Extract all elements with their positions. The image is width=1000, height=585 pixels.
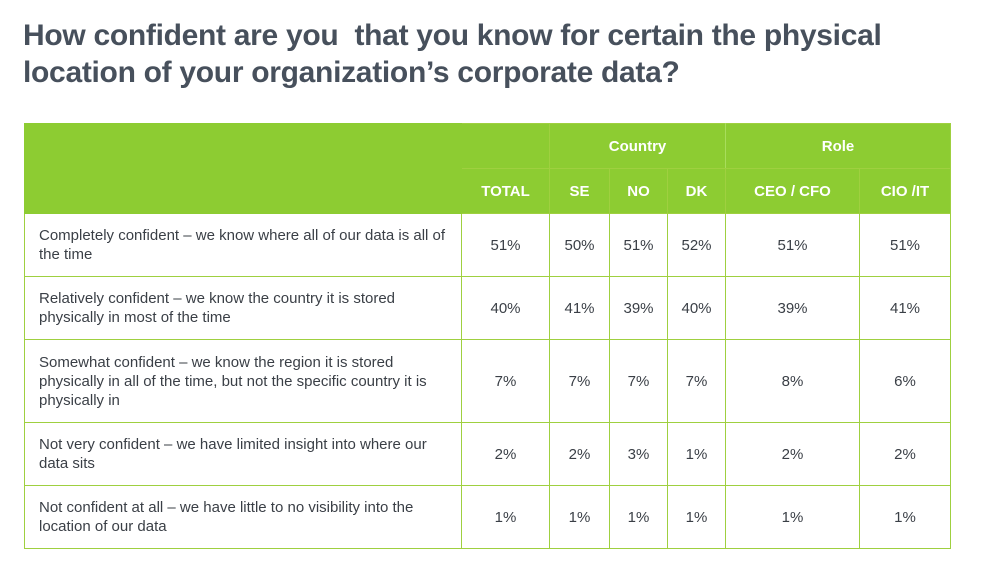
header-row-columns: TOTAL SE NO DK CEO / CFO CIO /IT [24,168,952,214]
cell-dk: 1% [667,422,726,486]
cell-dk: 52% [667,213,726,277]
cell-no: 1% [609,485,668,549]
cell-cio-it: 2% [858,422,952,486]
cell-dk: 40% [667,276,726,340]
header-blank [24,123,462,169]
cell-total: 40% [461,276,550,340]
table-row: Not very confident – we have limited ins… [24,422,952,486]
column-header-cio-it: CIO /IT [858,168,952,214]
cell-dk: 1% [667,485,726,549]
cell-se: 2% [549,422,610,486]
cell-se: 50% [549,213,610,277]
cell-se: 7% [549,339,610,423]
cell-cio-it: 41% [858,276,952,340]
table-row: Not confident at all – we have little to… [24,485,952,549]
header-group-country: Country [549,123,726,169]
cell-ceo-cfo: 2% [725,422,860,486]
cell-se: 41% [549,276,610,340]
cell-total: 2% [461,422,550,486]
cell-cio-it: 1% [858,485,952,549]
column-header-ceo-cfo: CEO / CFO [725,168,860,214]
column-header-se: SE [549,168,610,214]
cell-no: 39% [609,276,668,340]
survey-results-table: Country Role TOTAL SE NO DK CEO / CFO CI… [24,123,952,549]
table-row: Somewhat confident – we know the region … [24,339,952,423]
cell-se: 1% [549,485,610,549]
row-label: Not very confident – we have limited ins… [24,422,462,486]
row-label: Not confident at all – we have little to… [24,485,462,549]
cell-ceo-cfo: 39% [725,276,860,340]
column-header-no: NO [609,168,668,214]
column-header-dk: DK [667,168,726,214]
header-row-groups: Country Role [24,123,952,169]
cell-no: 7% [609,339,668,423]
table-row: Relatively confident – we know the count… [24,276,952,340]
cell-cio-it: 6% [858,339,952,423]
cell-ceo-cfo: 1% [725,485,860,549]
cell-ceo-cfo: 51% [725,213,860,277]
row-label: Somewhat confident – we know the region … [24,339,462,423]
cell-total: 7% [461,339,550,423]
page-title: How confident are you that you know for … [23,19,890,89]
cell-dk: 7% [667,339,726,423]
cell-total: 51% [461,213,550,277]
cell-no: 51% [609,213,668,277]
cell-total: 1% [461,485,550,549]
column-header-total: TOTAL [461,168,550,214]
cell-no: 3% [609,422,668,486]
cell-cio-it: 51% [858,213,952,277]
row-label: Completely confident – we know where all… [24,213,462,277]
table-row: Completely confident – we know where all… [24,213,952,277]
header-blank-label [24,168,462,214]
cell-ceo-cfo: 8% [725,339,860,423]
header-blank-total [461,123,550,169]
header-group-role: Role [724,123,952,169]
row-label: Relatively confident – we know the count… [24,276,462,340]
